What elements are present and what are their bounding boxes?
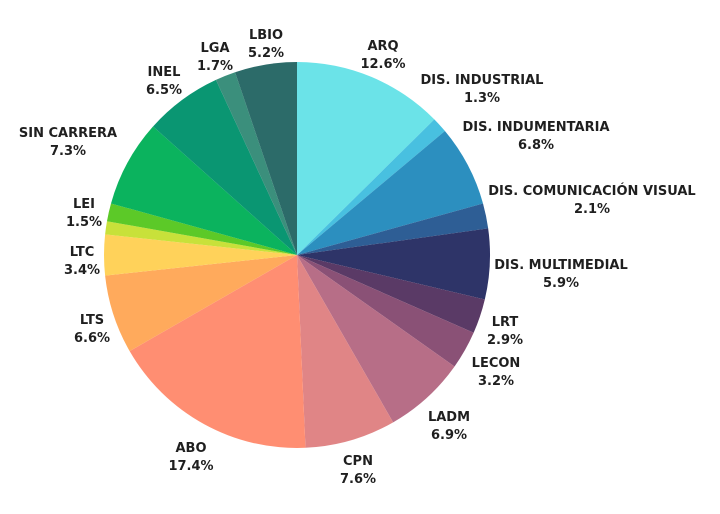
pie-slice-inel (153, 79, 297, 255)
pie-slice-lga (215, 72, 297, 256)
slice-label-percent: 17.4% (168, 459, 213, 474)
pie-slice-unlabeled (105, 221, 297, 255)
pie-slice-dis-industrial (297, 119, 445, 255)
slice-label-percent: 6.6% (74, 331, 110, 346)
slice-label-name: LEI (73, 197, 95, 212)
slice-label-percent: 7.3% (50, 144, 86, 159)
pie-slices (103, 62, 491, 448)
slice-label-percent: 3.2% (478, 374, 514, 389)
slice-label-name: ARQ (367, 39, 398, 54)
slice-label-name: LTS (80, 313, 104, 328)
slice-label-name: LGA (200, 41, 229, 56)
slice-label-percent: 2.1% (574, 202, 610, 217)
slice-label-percent: 5.9% (543, 276, 579, 291)
pie-slice-lts (105, 255, 297, 352)
slice-label: DIS. INDUMENTARIA 6.8% (462, 120, 609, 153)
slice-label-percent: 6.5% (146, 83, 182, 98)
slice-label-percent: 6.9% (431, 428, 467, 443)
slice-label-name: CPN (343, 454, 373, 469)
slice-label: INEL 6.5% (146, 65, 182, 98)
pie-slice-arq (297, 62, 435, 255)
slice-label-name: DIS. INDUMENTARIA (462, 120, 609, 135)
slice-label-percent: 1.5% (66, 215, 102, 230)
slice-label: DIS. INDUSTRIAL 1.3% (421, 73, 544, 106)
pie-slice-ltc (103, 234, 297, 276)
pie-slice-ladm (297, 255, 455, 423)
slice-label-name: LADM (428, 410, 470, 425)
slice-label: LRT 2.9% (487, 315, 523, 348)
pie-slice-lrt (297, 255, 485, 333)
slice-label-percent: 1.3% (464, 91, 500, 106)
slice-label: LBIO 5.2% (248, 28, 284, 61)
slice-label-percent: 3.4% (64, 263, 100, 278)
pie-slice-lecon (297, 255, 474, 367)
pie-slice-lbio (235, 62, 297, 255)
slice-label-name: INEL (148, 65, 181, 80)
slice-label-percent: 2.9% (487, 333, 523, 348)
pie-slice-sin-carrera (111, 126, 297, 256)
slice-label-name: LECON (472, 356, 521, 371)
slice-label-name: DIS. MULTIMEDIAL (494, 258, 628, 273)
slice-label-name: LBIO (249, 28, 283, 43)
slice-label-name: DIS. COMUNICACIÓN VISUAL (488, 183, 695, 199)
slice-label-percent: 7.6% (340, 472, 376, 487)
slice-label-name: LTC (70, 245, 95, 260)
slice-label: LGA 1.7% (197, 41, 233, 74)
pie-labels: ARQ 12.6% DIS. INDUSTRIAL 1.3% DIS. INDUMENT… (19, 28, 696, 487)
slice-label: LTS 6.6% (74, 313, 110, 346)
slice-label-percent: 1.7% (197, 59, 233, 74)
pie-slice-dis-indumentaria (297, 131, 483, 255)
slice-label: DIS. COMUNICACIÓN VISUAL 2.1% (488, 183, 695, 217)
pie-slice-abo (129, 255, 306, 448)
slice-label: LEI 1.5% (66, 197, 102, 230)
slice-label: LTC 3.4% (64, 245, 100, 278)
slice-label: LADM 6.9% (428, 410, 470, 443)
pie-slice-dis-multimedial (297, 228, 491, 300)
slice-label-name: LRT (492, 315, 519, 330)
slice-label-percent: 6.8% (518, 138, 554, 153)
slice-label: CPN 7.6% (340, 454, 376, 487)
slice-label-name: ABO (175, 441, 206, 456)
pie-slice-dis-comunicaci-n-visual (297, 203, 489, 255)
slice-label: DIS. MULTIMEDIAL 5.9% (494, 258, 628, 291)
slice-label: ARQ 12.6% (360, 39, 405, 72)
slice-label-percent: 5.2% (248, 46, 284, 61)
slice-label-name: SIN CARRERA (19, 126, 117, 141)
pie-slice-lei (106, 203, 297, 255)
slice-label-percent: 12.6% (360, 57, 405, 72)
pie-slice-cpn (297, 255, 394, 448)
slice-label-name: DIS. INDUSTRIAL (421, 73, 544, 88)
slice-label: LECON 3.2% (472, 356, 521, 389)
slice-label: ABO 17.4% (168, 441, 213, 474)
slice-label: SIN CARRERA 7.3% (19, 126, 117, 159)
